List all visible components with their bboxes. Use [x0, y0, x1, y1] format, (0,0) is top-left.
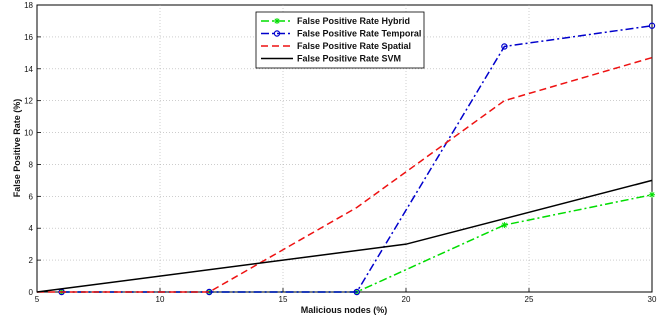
legend-item: False Positive Rate SVM: [261, 54, 401, 64]
y-tick-label: 10: [24, 129, 33, 138]
data-point: [649, 191, 655, 198]
legend-item: False Positive Rate Temporal: [261, 29, 421, 39]
y-tick-label: 0: [29, 288, 34, 297]
y-axis-label: False Positive Rate (%): [12, 99, 22, 198]
data-point: [501, 43, 508, 50]
legend-label: False Positive Rate SVM: [297, 54, 401, 64]
series-4: [36, 179, 653, 293]
legend: False Positive Rate Hybrid False Positive…: [255, 11, 425, 69]
legend-item: False Positive Rate Spatial: [261, 41, 411, 51]
y-tick-label: 14: [24, 65, 33, 74]
data-point: [353, 288, 360, 296]
y-tick-label: 12: [24, 97, 33, 106]
y-tick-label: 8: [29, 160, 34, 169]
x-tick-label: 25: [525, 295, 534, 304]
x-tick-label: 30: [648, 295, 657, 304]
series-3: [37, 56, 653, 293]
y-tick-label: 6: [29, 192, 34, 201]
series-line: [36, 179, 653, 293]
legend-label: False Positive Rate Hybrid: [297, 16, 410, 26]
x-axis-label: Malicious nodes (%): [301, 305, 388, 315]
series: [36, 22, 656, 296]
legend-marker: [274, 18, 280, 24]
y-tick-label: 2: [29, 256, 34, 265]
data-point: [501, 222, 508, 229]
y-tick-label: 16: [24, 33, 33, 42]
y-tick-label: 18: [24, 1, 33, 10]
axes: 5 10 15 20 25 30 0 2 4 6 8 10 12 14 16 18: [24, 1, 657, 304]
legend-item: False Positive Rate Hybrid: [261, 16, 410, 26]
x-tick-label: 10: [156, 295, 165, 304]
data-point: [648, 22, 656, 29]
y-tick-label: 4: [29, 224, 34, 233]
legend-marker: [273, 30, 281, 37]
x-tick-label: 5: [35, 295, 40, 304]
x-tick-label: 15: [279, 295, 288, 304]
legend-label: False Positive Rate Spatial: [297, 41, 411, 51]
legend-label: False Positive Rate Temporal: [297, 29, 421, 39]
grid: [37, 5, 652, 292]
x-tick-label: 20: [402, 295, 411, 304]
series-line: [37, 56, 653, 293]
